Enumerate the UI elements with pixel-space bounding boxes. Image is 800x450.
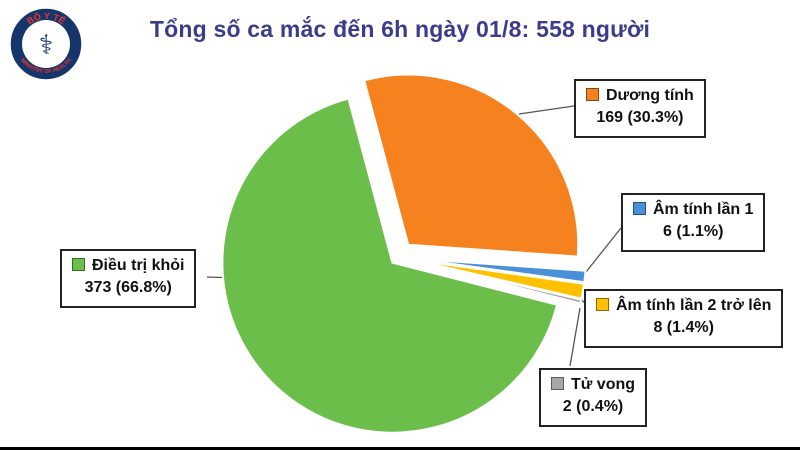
pie-slice-0	[363, 73, 580, 258]
leader-line-0	[518, 105, 575, 115]
pie-slice-3	[414, 260, 583, 305]
label-line1: Điều trị khỏi	[72, 255, 184, 277]
legend-marker-tu-vong	[551, 377, 564, 390]
slice-value: 8 (1.4%)	[653, 319, 714, 337]
legend-marker-dieu-tri-khoi	[72, 258, 85, 271]
label-line1: Tử vong	[551, 374, 635, 396]
data-label-dieu-tri-khoi: Điều trị khỏi 373 (66.8%)	[60, 249, 197, 308]
label-line1: Dương tính	[586, 85, 694, 107]
legend-marker-duong-tinh	[586, 88, 599, 101]
label-line1: Âm tính lần 1	[633, 199, 753, 221]
pie-slice-1	[414, 257, 587, 284]
slice-value: 373 (66.8%)	[84, 279, 172, 297]
logo-inner-disc	[22, 20, 70, 68]
svg-text:BỘ Y TẾ: BỘ Y TẾ	[25, 10, 67, 26]
leader-line-1	[585, 227, 622, 273]
slice-name: Âm tính lần 1	[653, 201, 754, 218]
pie-slice-2	[414, 259, 586, 300]
slice-value: 2 (0.4%)	[562, 398, 624, 416]
leader-line-3	[569, 307, 581, 367]
bottom-border	[0, 447, 800, 450]
pie-slice-4	[221, 97, 559, 434]
data-label-am-tinh-lan-1: Âm tính lần 1 6 (1.1%)	[621, 193, 766, 252]
slice-name: Tử vong	[571, 376, 636, 393]
slice-name: Âm tính lần 2 trở lên	[616, 297, 772, 314]
logo-top-text: BỘ Y TẾ	[25, 10, 67, 26]
chart-title: Tổng số ca mắc đến 6h ngày 01/8: 558 ngư…	[149, 16, 651, 42]
slice-value: 169 (30.3%)	[596, 109, 684, 127]
ministry-of-health-logo: BỘ Y TẾ MINISTRY OF HEALTH ⚕	[9, 7, 83, 81]
data-label-tu-vong: Tử vong 2 (0.4%)	[539, 368, 648, 427]
caduceus-icon: ⚕	[39, 30, 54, 60]
label-line1: Âm tính lần 2 trở lên	[596, 295, 771, 317]
legend-marker-am-tinh-lan-1	[633, 202, 646, 215]
legend-marker-am-tinh-lan-2	[596, 298, 609, 311]
data-label-am-tinh-lan-2: Âm tính lần 2 trở lên 8 (1.4%)	[584, 289, 784, 348]
slice-value: 6 (1.1%)	[662, 223, 724, 241]
slice-name: Dương tính	[606, 87, 694, 104]
data-label-duong-tinh: Dương tính 169 (30.3%)	[574, 79, 706, 138]
slice-name: Điều trị khỏi	[92, 257, 185, 274]
